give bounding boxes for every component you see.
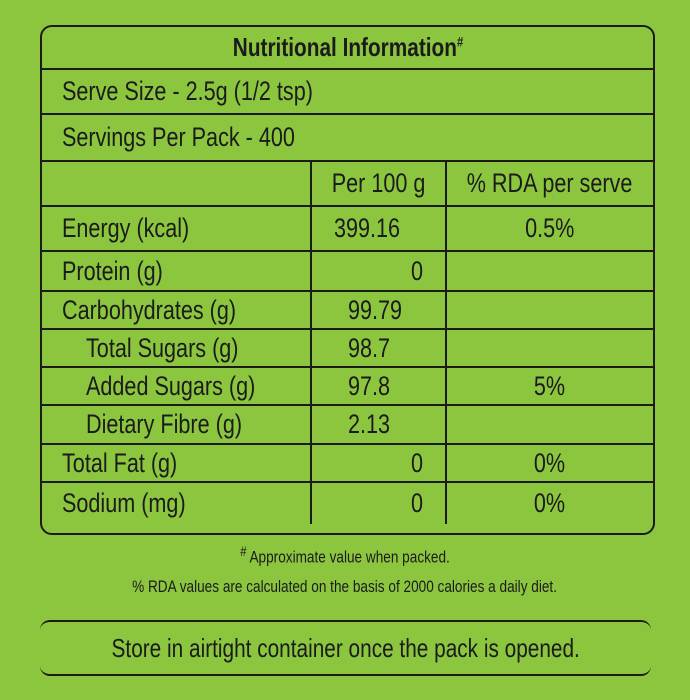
rda-note: % RDA values are calculated on the basis… [132, 577, 558, 596]
value-per-100g: 399.16 [334, 213, 401, 243]
footnote-mark: # [240, 543, 247, 559]
value-per-100g: 0 [410, 488, 423, 518]
header-cell: % RDA per serve [445, 162, 653, 205]
table-row: Total Fat (g) 0 0% [42, 445, 653, 483]
value-per-100g: 0 [410, 447, 423, 478]
serve-size-cell: Serve Size - 2.5g (1/2 tsp) [42, 70, 653, 113]
nutrient-name: Carbohydrates (g) [62, 294, 237, 325]
servings-cell: Servings Per Pack - 400 [42, 115, 653, 160]
nutrient-name: Protein (g) [62, 255, 163, 286]
rda-cell: 0% [445, 445, 653, 481]
value-cell: 0 [310, 252, 445, 290]
value-cell: 99.79 [310, 292, 445, 328]
value-per-100g: 2.13 [348, 409, 391, 439]
table-row: Carbohydrates (g) 99.79 [42, 292, 653, 330]
footnote: # Approximate value when packed. [0, 543, 690, 568]
rda-cell: 5% [445, 368, 653, 404]
rda-cell: 0% [445, 483, 653, 524]
storage-text: Store in airtight container once the pac… [111, 632, 580, 663]
nutrient-name: Dietary Fibre (g) [86, 409, 243, 439]
nutrition-table: Nutritional Information# Serve Size - 2.5… [40, 25, 655, 535]
table-row: Serve Size - 2.5g (1/2 tsp) [42, 70, 653, 115]
table-row: Nutritional Information# [42, 27, 653, 70]
value-per-100g: 98.7 [348, 332, 391, 363]
nutrient-cell: Energy (kcal) [42, 207, 310, 250]
nutrient-cell: Sodium (mg) [42, 483, 310, 524]
title-text: Nutritional Information [232, 32, 457, 62]
title: Nutritional Information# [232, 32, 462, 63]
column-header: Per 100 g [331, 168, 426, 198]
title-mark: # [456, 33, 463, 50]
nutrient-name: Total Fat (g) [62, 447, 178, 478]
footnote-text: Approximate value when packed. [249, 547, 450, 567]
table-row: Servings Per Pack - 400 [42, 115, 653, 162]
serve-size: Serve Size - 2.5g (1/2 tsp) [62, 76, 313, 106]
header-blank [42, 162, 310, 205]
rda-value: 5% [534, 370, 566, 401]
value-cell: 399.16 [310, 207, 445, 250]
nutrient-name: Total Sugars (g) [86, 332, 239, 363]
rda-cell: 0.5% [445, 207, 653, 250]
value-per-100g: 97.8 [348, 370, 391, 401]
table-row: Energy (kcal) 399.16 0.5% [42, 207, 653, 252]
nutrient-cell: Protein (g) [42, 252, 310, 290]
nutrient-cell: Carbohydrates (g) [42, 292, 310, 328]
rda-value: 0% [534, 447, 566, 478]
table-row: Protein (g) 0 [42, 252, 653, 292]
nutrient-cell: Added Sugars (g) [42, 368, 310, 404]
nutrient-cell: Total Fat (g) [42, 445, 310, 481]
value-cell: 0 [310, 445, 445, 481]
value-per-100g: 0 [410, 255, 423, 286]
storage-box: Store in airtight container once the pac… [40, 620, 651, 676]
nutrient-cell: Total Sugars (g) [42, 330, 310, 366]
table-row: Added Sugars (g) 97.8 5% [42, 368, 653, 406]
header-cell: Per 100 g [310, 162, 445, 205]
nutrient-name: Energy (kcal) [62, 213, 190, 243]
servings: Servings Per Pack - 400 [62, 122, 295, 152]
value-per-100g: 99.79 [348, 294, 403, 325]
value-cell: 2.13 [310, 406, 445, 443]
footnote: % RDA values are calculated on the basis… [0, 577, 690, 597]
rda-cell [445, 330, 653, 366]
title-cell: Nutritional Information# [42, 27, 653, 68]
table-row: Sodium (mg) 0 0% [42, 483, 653, 524]
nutrient-cell: Dietary Fibre (g) [42, 406, 310, 443]
rda-value: 0% [534, 488, 566, 518]
value-cell: 0 [310, 483, 445, 524]
value-cell: 98.7 [310, 330, 445, 366]
column-header: % RDA per serve [467, 168, 633, 198]
rda-value: 0.5% [525, 213, 575, 243]
table-row: Per 100 g % RDA per serve [42, 162, 653, 207]
rda-cell [445, 252, 653, 290]
nutrient-name: Added Sugars (g) [86, 370, 256, 401]
rda-cell [445, 406, 653, 443]
rda-cell [445, 292, 653, 328]
table-row: Total Sugars (g) 98.7 [42, 330, 653, 368]
nutrient-name: Sodium (mg) [62, 488, 186, 518]
table-row: Dietary Fibre (g) 2.13 [42, 406, 653, 445]
value-cell: 97.8 [310, 368, 445, 404]
